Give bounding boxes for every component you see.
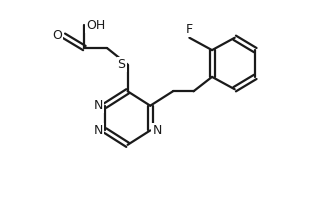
Text: N: N (152, 124, 162, 137)
Text: N: N (94, 99, 103, 112)
Text: OH: OH (87, 19, 106, 32)
Text: O: O (52, 29, 62, 42)
Text: S: S (118, 58, 126, 71)
Text: N: N (94, 124, 103, 137)
Text: F: F (186, 23, 193, 36)
